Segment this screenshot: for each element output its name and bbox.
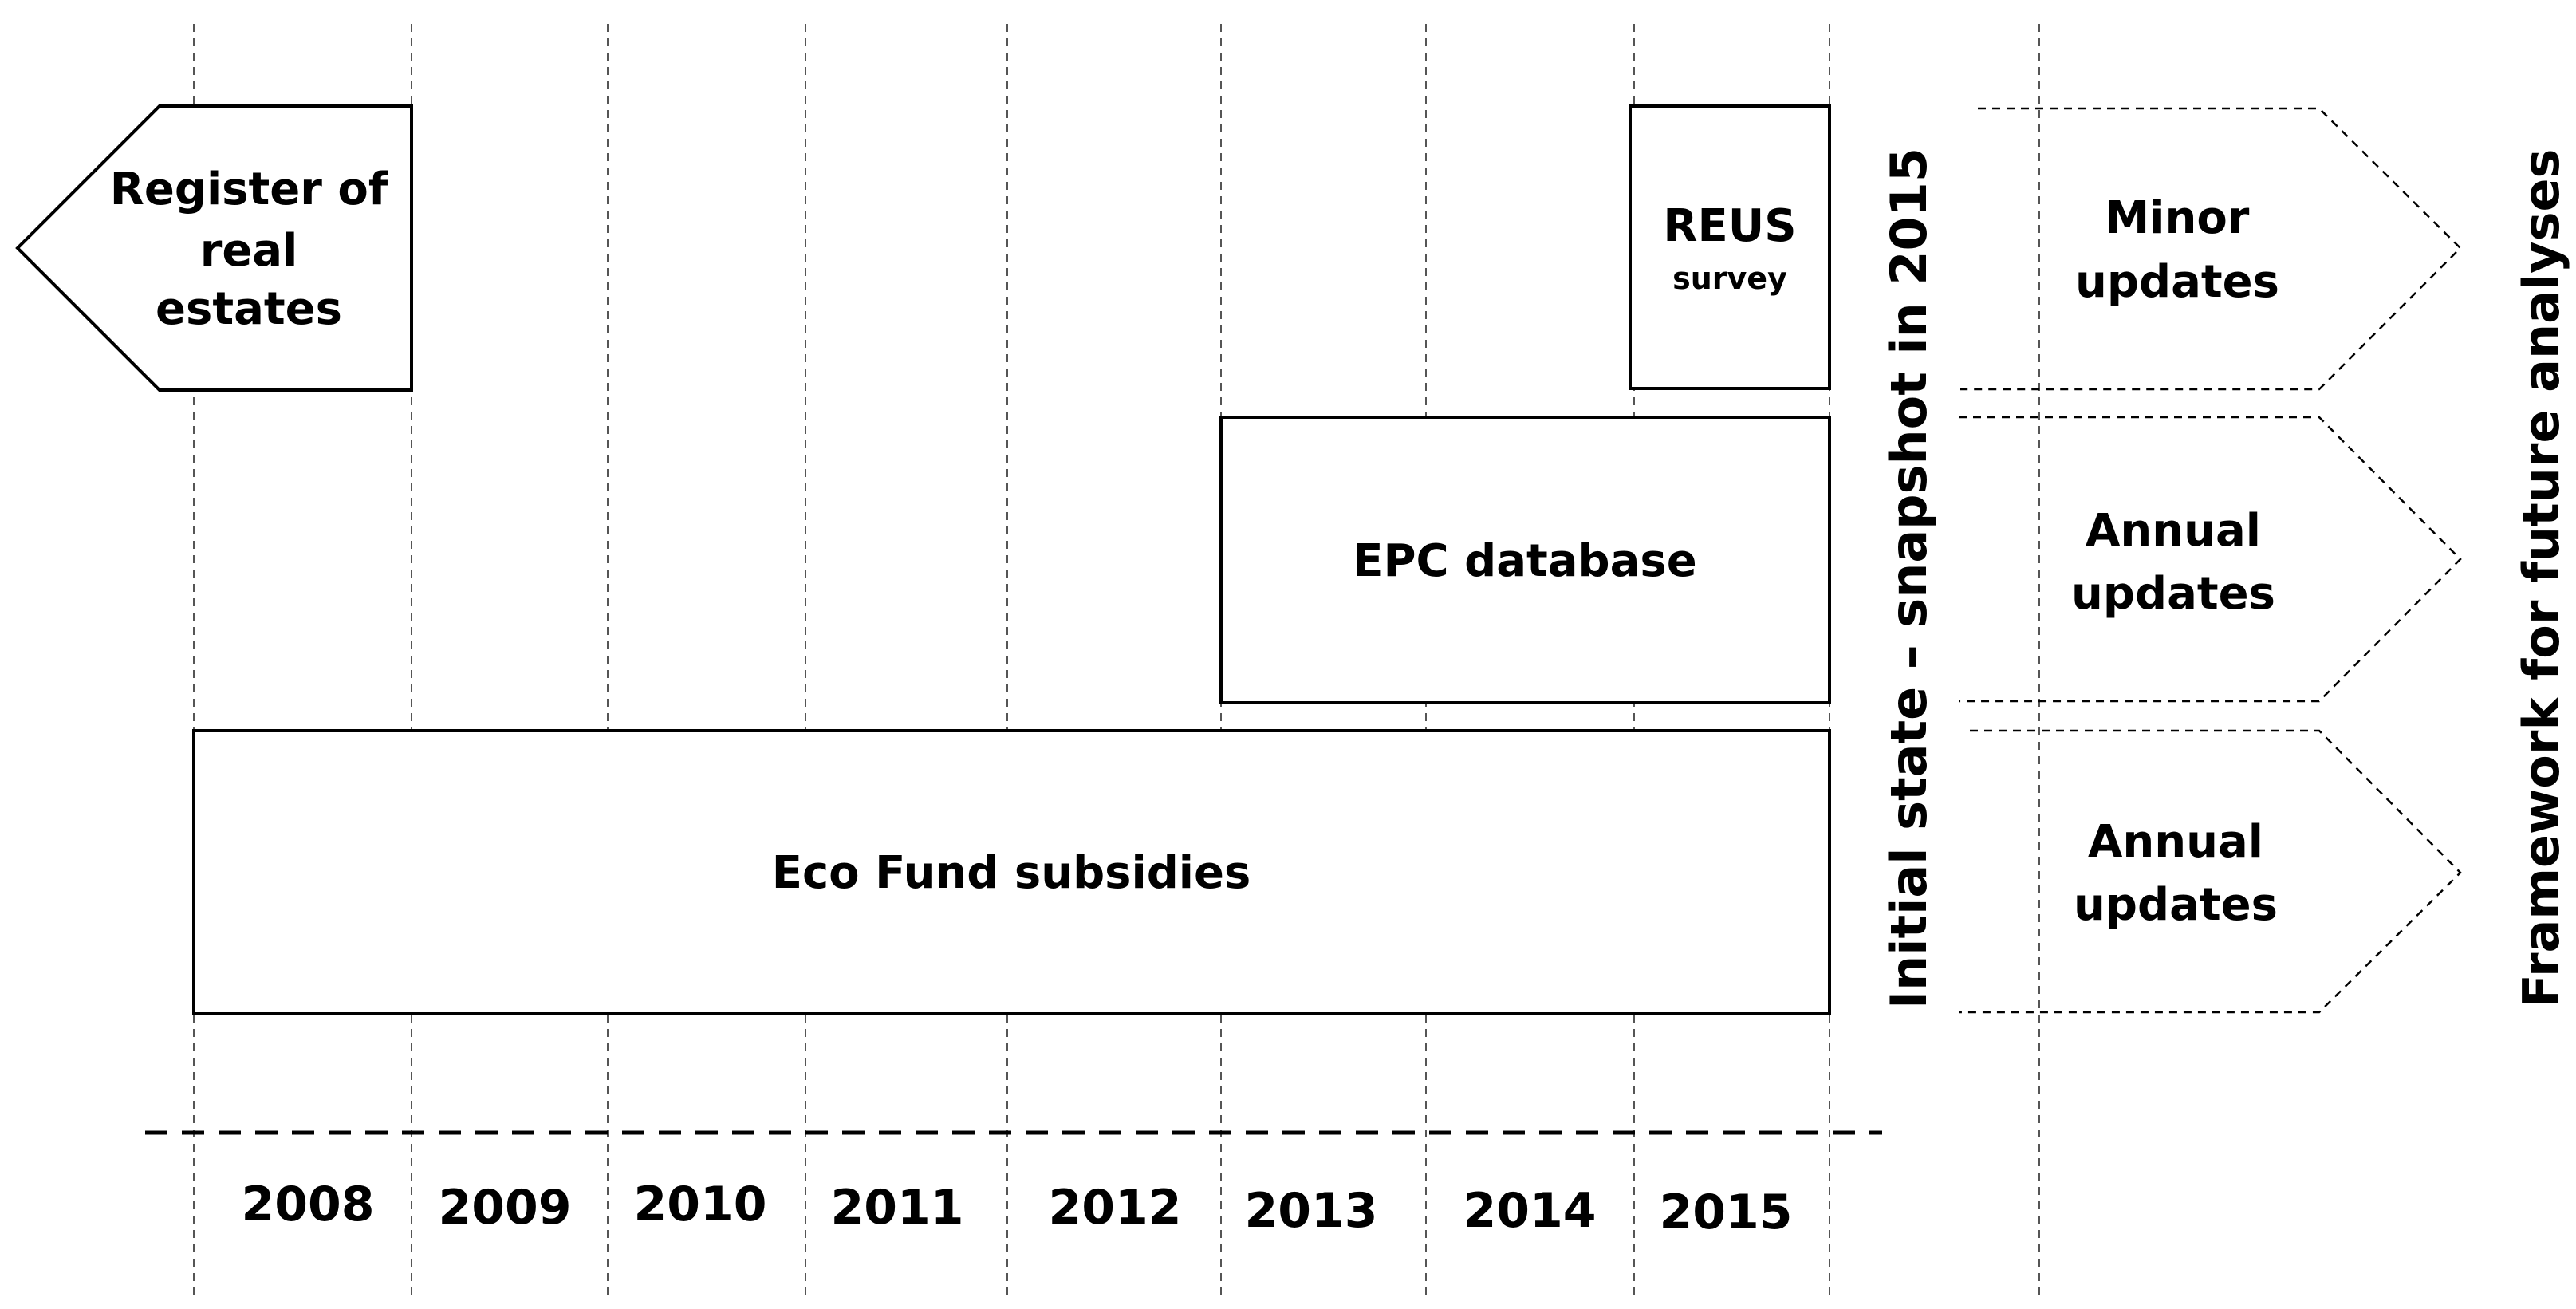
epc-database-block: EPC database — [1219, 416, 1831, 704]
future-update-label-line1: Annual — [2086, 505, 2261, 557]
register-label-line2: real — [200, 225, 298, 277]
reus-sublabel: survey — [1672, 261, 1787, 296]
year-label: 2012 — [1049, 1180, 1182, 1236]
framework-label: Framework for future analyses — [2512, 149, 2570, 1008]
year-label: 2014 — [1463, 1183, 1597, 1239]
future-update-annual-2: Annual updates — [1959, 729, 2462, 1014]
initial-state-label: Initial state – snapshot in 2015 — [1880, 148, 1938, 1009]
future-update-label-line2: updates — [2075, 256, 2279, 308]
reus-survey-block: REUS survey — [1629, 104, 1831, 390]
future-update-annual-1: Annual updates — [1959, 416, 2462, 703]
future-update-label-line1: Minor — [2105, 192, 2250, 244]
future-update-label-line2: updates — [2071, 568, 2275, 620]
future-update-label-line2: updates — [2074, 879, 2278, 931]
year-labels: 2008 2009 2010 2011 2012 2013 2014 2015 — [242, 1177, 1793, 1240]
year-label: 2011 — [831, 1180, 964, 1236]
register-label-line3: estates — [156, 283, 342, 335]
year-label: 2015 — [1660, 1185, 1793, 1240]
year-label: 2008 — [242, 1177, 375, 1232]
register-arrow-shape — [15, 104, 413, 392]
future-arrow-shape — [1959, 729, 2462, 1014]
eco-fund-subsidies-block: Eco Fund subsidies — [192, 729, 1831, 1015]
epc-database-label: EPC database — [1353, 535, 1697, 587]
future-arrow-shape — [1959, 416, 2462, 703]
reus-label: REUS — [1663, 200, 1796, 252]
register-label-line1: Register of — [110, 164, 388, 215]
reus-survey-box — [1629, 104, 1831, 390]
epc-database-box — [1219, 416, 1831, 704]
register-of-real-estates-block: Register of real estates — [15, 104, 413, 392]
year-label: 2013 — [1245, 1183, 1378, 1239]
future-update-label-line1: Annual — [2088, 816, 2263, 868]
year-label: 2009 — [439, 1180, 572, 1236]
eco-fund-subsidies-label: Eco Fund subsidies — [772, 847, 1251, 899]
future-update-minor: Minor updates — [1959, 107, 2462, 391]
year-label: 2010 — [634, 1177, 767, 1232]
future-arrow-shape — [1959, 107, 2462, 391]
eco-fund-subsidies-box — [192, 729, 1831, 1015]
